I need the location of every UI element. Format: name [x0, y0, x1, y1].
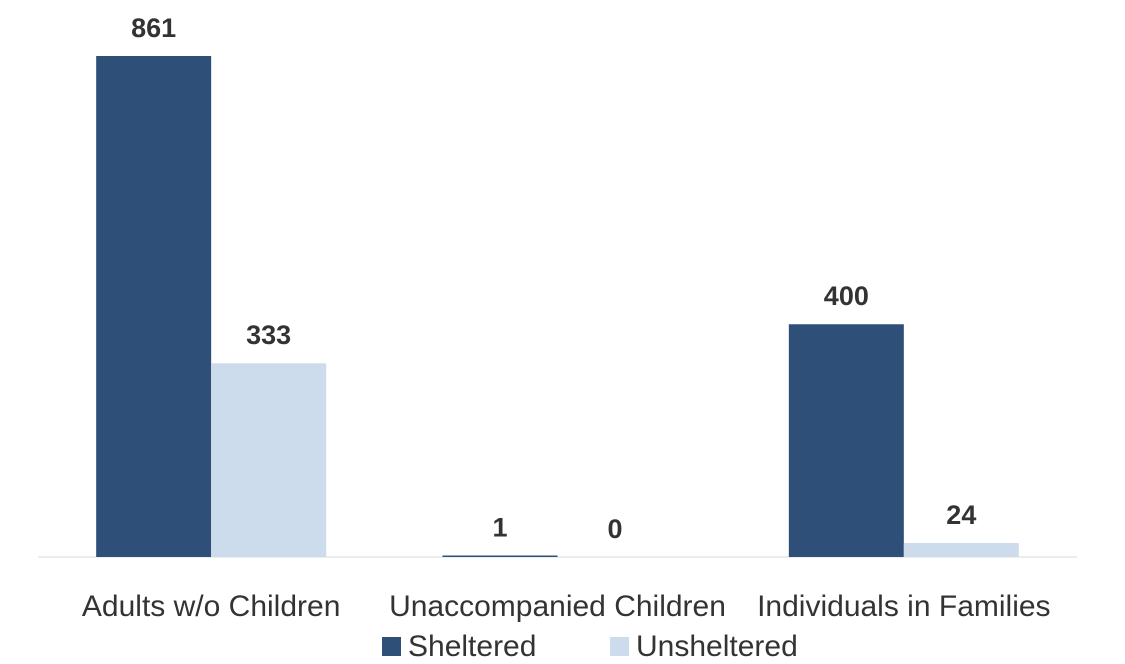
bars-group [96, 56, 1019, 557]
legend-label-unsheltered: Unsheltered [636, 630, 798, 663]
bar-sheltered-individuals-in-families [788, 324, 904, 557]
data-label-sheltered-adults-w-o-children: 861 [131, 13, 176, 43]
category-label-adults-w-o-children: Adults w/o Children [82, 590, 340, 623]
data-label-sheltered-individuals-in-families: 400 [824, 281, 869, 311]
bar-unsheltered-adults-w-o-children [211, 363, 327, 557]
legend-label-sheltered: Sheltered [408, 630, 536, 663]
category-label-unaccompanied-children: Unaccompanied Children [389, 590, 726, 623]
bar-sheltered-adults-w-o-children [96, 56, 212, 557]
bar-sheltered-unaccompanied-children [442, 555, 558, 557]
legend: Sheltered Unsheltered [382, 630, 798, 663]
data-label-unsheltered-individuals-in-families: 24 [946, 500, 976, 530]
legend-swatch-sheltered [382, 637, 401, 656]
data-label-unsheltered-unaccompanied-children: 0 [607, 514, 622, 544]
data-label-sheltered-unaccompanied-children: 1 [492, 513, 507, 543]
category-label-individuals-in-families: Individuals in Families [757, 590, 1050, 623]
value-labels-group: 861 333 1 0 400 24 [131, 13, 976, 544]
category-labels-group: Adults w/o Children Unaccompanied Childre… [82, 590, 1051, 623]
data-label-unsheltered-adults-w-o-children: 333 [246, 320, 291, 350]
legend-swatch-unsheltered [610, 637, 629, 656]
bar-unsheltered-individuals-in-families [903, 543, 1019, 557]
